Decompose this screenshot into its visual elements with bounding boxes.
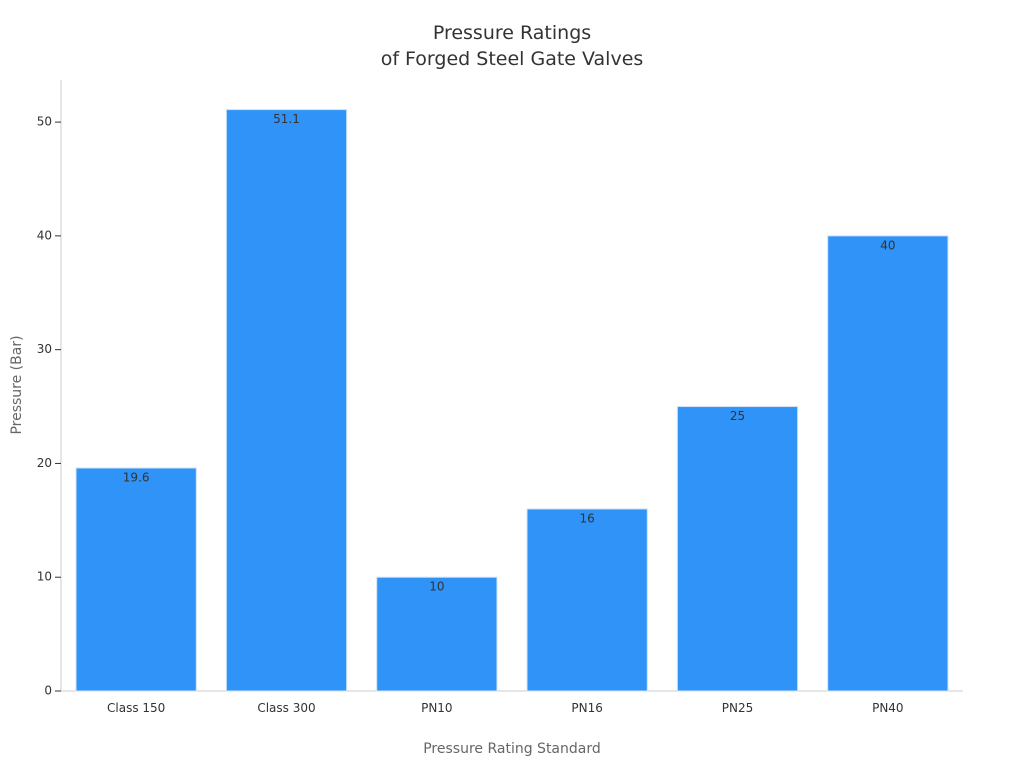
y-tick-label: 10 [37,570,52,584]
y-tick-label: 30 [37,342,52,356]
x-tick-label: PN16 [571,701,603,715]
x-tick-label: Class 150 [107,701,166,715]
x-tick-label: PN40 [872,701,904,715]
y-tick-label: 40 [37,228,52,242]
bar [827,235,949,692]
y-axis-label: Pressure (Bar) [9,335,25,434]
value-label: 19.6 [123,470,150,484]
bar [75,467,197,692]
bar [225,109,348,692]
y-tick-label: 0 [44,684,52,698]
x-tick-label: PN10 [421,701,453,715]
x-tick-label: PN25 [721,701,754,715]
bar [526,508,648,692]
value-label: 10 [429,580,444,594]
x-axis-label: Pressure Rating Standard [423,741,601,757]
value-label: 40 [880,238,895,252]
bar [676,406,799,692]
x-tick-label: Class 300 [257,701,316,715]
value-label: 51.1 [273,112,300,126]
value-label: 25 [730,409,745,423]
value-label: 16 [580,511,595,525]
bar [376,576,498,692]
chart-title: Pressure Ratings of Forged Steel Gate Va… [380,22,644,70]
y-tick-label: 50 [37,115,52,129]
y-tick-label: 20 [37,456,52,470]
